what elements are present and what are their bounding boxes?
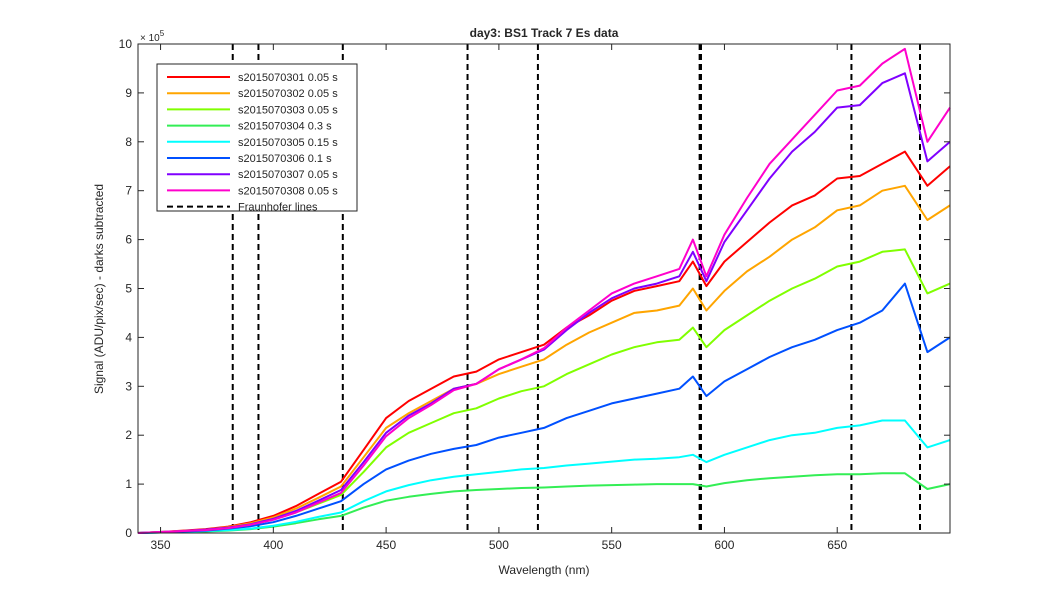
y-tick-label-10: 10 xyxy=(119,37,133,51)
legend-label-5: s2015070306 0.1 s xyxy=(238,153,332,165)
x-tick-label-4: 550 xyxy=(602,538,622,552)
y-tick-label-9: 9 xyxy=(125,86,132,100)
series-line-5 xyxy=(137,282,951,534)
x-tick-label-1: 400 xyxy=(263,538,283,552)
series-line-7 xyxy=(137,47,951,534)
x-axis-label: Wavelength (nm) xyxy=(499,563,590,577)
series-line-1 xyxy=(137,184,951,534)
x-tick-label-0: 350 xyxy=(151,538,171,552)
legend-label-4: s2015070305 0.15 s xyxy=(238,137,338,149)
legend-label-3: s2015070304 0.3 s xyxy=(238,121,332,133)
chart-title: day3: BS1 Track 7 Es data xyxy=(470,26,619,40)
y-exponent-label: × 105 xyxy=(140,29,165,44)
x-tick-label-3: 500 xyxy=(489,538,509,552)
legend-label-1: s2015070302 0.05 s xyxy=(238,88,338,100)
y-tick-label-2: 2 xyxy=(125,428,132,442)
y-tick-label-7: 7 xyxy=(125,184,132,198)
x-tick-label-6: 650 xyxy=(827,538,847,552)
legend-label-0: s2015070301 0.05 s xyxy=(238,72,338,84)
series-line-0 xyxy=(137,150,951,534)
y-tick-label-0: 0 xyxy=(125,526,132,540)
series-line-6 xyxy=(137,72,951,534)
y-tick-label-1: 1 xyxy=(125,477,132,491)
legend-box xyxy=(156,63,358,212)
y-axis-ticks: 0 1 2 3 4 5 6 7 8 9 10 xyxy=(119,37,950,540)
x-axis-ticks: 350 400 450 500 550 600 650 xyxy=(151,44,848,552)
y-tick-label-6: 6 xyxy=(125,233,132,247)
legend-label-fraunhofer: Fraunhofer lines xyxy=(238,202,318,214)
x-tick-label-5: 600 xyxy=(714,538,734,552)
legend-label-2: s2015070303 0.05 s xyxy=(238,104,338,116)
data-series xyxy=(137,47,951,534)
y-tick-label-4: 4 xyxy=(125,330,132,344)
legend: s2015070301 0.05 s s2015070302 0.05 s s201… xyxy=(156,63,358,214)
y-tick-label-5: 5 xyxy=(125,282,132,296)
x-tick-label-2: 450 xyxy=(376,538,396,552)
series-line-4 xyxy=(137,419,951,534)
legend-label-6: s2015070307 0.05 s xyxy=(238,169,338,181)
legend-label-7: s2015070308 0.05 s xyxy=(238,185,338,197)
y-axis-label: Signal (ADU/pix/sec) - darks subtracted xyxy=(92,184,106,394)
y-tick-label-8: 8 xyxy=(125,135,132,149)
y-tick-label-3: 3 xyxy=(125,379,132,393)
